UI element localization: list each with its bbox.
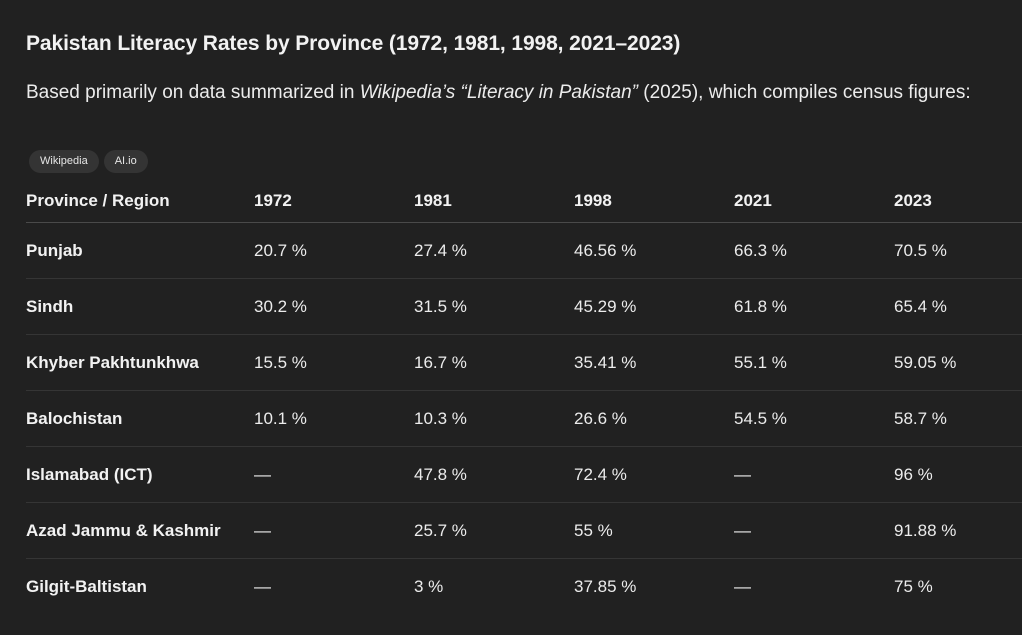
- region-cell: Punjab: [26, 222, 254, 279]
- intro-text-start: Based primarily on data summarized in: [26, 82, 360, 103]
- value-cell: —: [734, 446, 894, 503]
- table-header-row: Province / Region 1972 1981 1998 2021 20…: [26, 180, 1022, 223]
- value-cell: 25.7 %: [414, 502, 574, 559]
- value-cell: 75 %: [894, 576, 933, 596]
- value-cell: 61.8 %: [734, 278, 894, 335]
- intro-paragraph: Based primarily on data summarized in Wi…: [26, 75, 986, 110]
- intro-source-title: Wikipedia’s “Literacy in Pakistan”: [359, 82, 638, 103]
- column-header: 2021: [734, 180, 894, 223]
- value-cell: 10.1 %: [254, 390, 414, 447]
- region-cell: Islamabad (ICT): [26, 446, 254, 503]
- region-cell: Khyber Pakhtunkhwa: [26, 334, 254, 391]
- table-row: Gilgit-Baltistan — 3 % 37.85 % — 75 %: [26, 559, 1022, 615]
- value-cell: 16.7 %: [414, 334, 574, 391]
- literacy-table: Province / Region 1972 1981 1998 2021 20…: [26, 180, 1022, 614]
- column-header: 1998: [574, 180, 734, 223]
- value-cell: 59.05 %: [894, 334, 1022, 391]
- value-cell: 54.5 %: [734, 390, 894, 447]
- value-cell: —: [734, 576, 751, 596]
- value-cell: 65.4 %: [894, 278, 1022, 335]
- value-cell: 58.7 %: [894, 390, 1022, 447]
- source-chips: Wikipedia AI.io: [29, 150, 148, 173]
- table-row: Sindh 30.2 % 31.5 % 45.29 % 61.8 % 65.4 …: [26, 278, 1022, 335]
- value-cell: 37.85 %: [574, 576, 637, 596]
- column-header: 1972: [254, 180, 414, 223]
- value-cell: —: [734, 502, 894, 559]
- value-cell: 46.56 %: [574, 222, 734, 279]
- intro-text-end: (2025), which compiles census figures:: [637, 82, 971, 103]
- value-cell: 10.3 %: [414, 390, 574, 447]
- value-cell: 35.41 %: [574, 334, 734, 391]
- table-row: Azad Jammu & Kashmir — 25.7 % 55 % — 91.…: [26, 502, 1022, 559]
- region-cell: Gilgit-Baltistan: [26, 576, 147, 596]
- value-cell: 72.4 %: [574, 446, 734, 503]
- source-chip-aiio[interactable]: AI.io: [103, 150, 148, 173]
- region-cell: Azad Jammu & Kashmir: [26, 502, 254, 559]
- value-cell: 66.3 %: [734, 222, 894, 279]
- table-row: Khyber Pakhtunkhwa 15.5 % 16.7 % 35.41 %…: [26, 334, 1022, 391]
- value-cell: —: [254, 576, 271, 596]
- table-row: Punjab 20.7 % 27.4 % 46.56 % 66.3 % 70.5…: [26, 222, 1022, 279]
- value-cell: —: [254, 502, 414, 559]
- value-cell: 96 %: [894, 446, 1022, 503]
- value-cell: 45.29 %: [574, 278, 734, 335]
- value-cell: 55 %: [574, 502, 734, 559]
- value-cell: 30.2 %: [254, 278, 414, 335]
- value-cell: 55.1 %: [734, 334, 894, 391]
- column-header: 1981: [414, 180, 574, 223]
- value-cell: 15.5 %: [254, 334, 414, 391]
- value-cell: 47.8 %: [414, 446, 574, 503]
- value-cell: 20.7 %: [254, 222, 414, 279]
- response-heading: Pakistan Literacy Rates by Province (197…: [26, 32, 681, 55]
- region-cell: Sindh: [26, 278, 254, 335]
- source-chip-wikipedia[interactable]: Wikipedia: [29, 150, 99, 173]
- value-cell: 3 %: [414, 576, 444, 596]
- value-cell: 91.88 %: [894, 502, 1022, 559]
- region-cell: Balochistan: [26, 390, 254, 447]
- value-cell: 27.4 %: [414, 222, 574, 279]
- table-row: Balochistan 10.1 % 10.3 % 26.6 % 54.5 % …: [26, 390, 1022, 447]
- value-cell: 70.5 %: [894, 222, 1022, 279]
- column-header: 2023: [894, 180, 1022, 223]
- value-cell: —: [254, 446, 414, 503]
- value-cell: 26.6 %: [574, 390, 734, 447]
- column-header: Province / Region: [26, 180, 254, 223]
- value-cell: 31.5 %: [414, 278, 574, 335]
- table-row: Islamabad (ICT) — 47.8 % 72.4 % — 96 %: [26, 446, 1022, 503]
